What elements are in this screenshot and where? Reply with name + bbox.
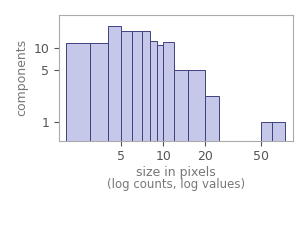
Bar bbox=[174, 70, 188, 141]
Text: (log counts, log values): (log counts, log values) bbox=[107, 178, 245, 191]
Bar bbox=[163, 42, 174, 141]
Bar bbox=[142, 31, 150, 141]
Bar bbox=[272, 122, 286, 141]
Bar bbox=[90, 43, 107, 141]
Bar bbox=[157, 45, 163, 141]
Bar bbox=[205, 96, 219, 141]
Bar bbox=[121, 31, 132, 141]
Bar bbox=[132, 31, 142, 141]
Bar bbox=[66, 44, 90, 141]
Bar bbox=[150, 41, 157, 141]
Bar bbox=[107, 26, 121, 141]
Bar bbox=[188, 70, 205, 141]
Bar bbox=[261, 122, 272, 141]
Y-axis label: components: components bbox=[15, 39, 28, 116]
X-axis label: size in pixels: size in pixels bbox=[136, 166, 216, 179]
